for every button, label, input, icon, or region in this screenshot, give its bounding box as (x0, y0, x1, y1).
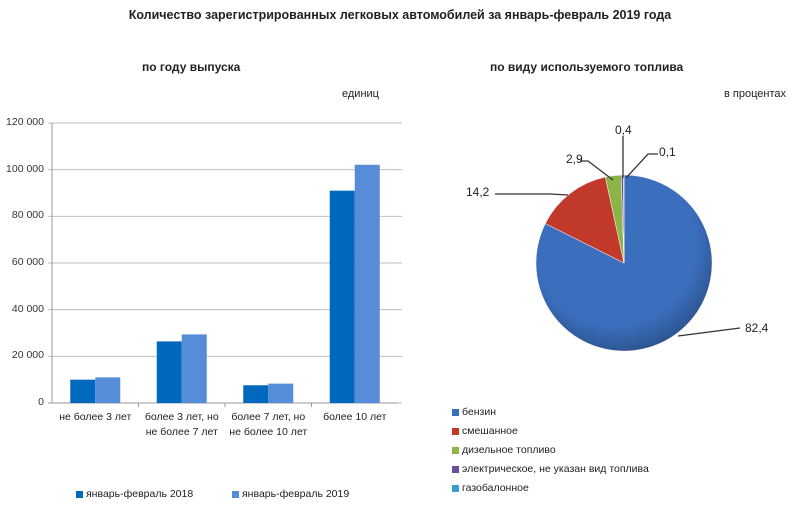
bar-chart-unit: единиц (342, 88, 379, 100)
legend-swatch (452, 446, 459, 454)
pie-chart-unit: в процентах (724, 88, 786, 100)
bar (268, 383, 294, 403)
main-title: Количество зарегистрированных легковых а… (128, 8, 672, 22)
pie-value-label: 14,2 (466, 185, 490, 199)
legend-label: январь-февраль 2018 (86, 488, 194, 500)
pie-legend-item: смешанное (452, 422, 649, 441)
legend-label: смешанное (462, 425, 518, 437)
bar (95, 377, 121, 403)
pie-legend: бензин смешанное дизельное топливо электрич… (452, 403, 649, 498)
x-tick-label: более 7 лет, но не более 10 лет (229, 411, 308, 438)
legend-label: газобалонное (462, 482, 529, 494)
pie-value-label: 82,4 (745, 321, 769, 335)
pie-legend-item: дизельное топливо (452, 441, 649, 460)
pie-legend-item: бензин (452, 403, 649, 422)
bar (243, 385, 269, 403)
pie-value-label: 0,1 (659, 145, 676, 159)
legend-label: январь-февраль 2019 (242, 488, 350, 500)
legend-swatch-2018 (76, 490, 83, 498)
y-tick-label: 40 000 (11, 302, 44, 315)
x-tick-label: не более 3 лет (59, 411, 132, 423)
pie-chart-subtitle: по виду используемого топлива (490, 60, 684, 74)
legend-label: дизельное топливо (462, 444, 556, 456)
y-tick-label: 100 000 (6, 162, 44, 175)
legend-swatch (452, 465, 459, 473)
legend-swatch-2019 (232, 490, 239, 498)
y-tick-label: 20 000 (11, 349, 44, 362)
bar (329, 190, 355, 403)
pie-value-label: 0,4 (615, 123, 632, 137)
legend-swatch (452, 408, 459, 416)
pie-value-label: 2,9 (566, 152, 583, 166)
pie-legend-item: газобалонное (452, 479, 649, 498)
y-tick-label: 0 (38, 396, 44, 408)
x-tick-label: более 3 лет, но не более 7 лет (144, 411, 219, 438)
y-tick-label: 60 000 (11, 256, 44, 268)
legend-item-2018: январь-февраль 2018 (76, 488, 193, 500)
bar (70, 379, 96, 403)
bar (156, 341, 182, 403)
pie-legend-item: электрическое, не указан вид топлива (452, 460, 649, 479)
y-tick-label: 120 000 (6, 116, 44, 128)
y-tick-label: 80 000 (11, 209, 44, 222)
bar (354, 164, 380, 403)
bar-chart-subtitle: по году выпуска (142, 60, 241, 74)
legend-label: электрическое, не указан вид топлива (462, 463, 649, 475)
legend-swatch (452, 427, 459, 435)
x-tick-label: более 10 лет (323, 411, 387, 423)
legend-swatch (452, 484, 459, 492)
bar (181, 334, 207, 403)
legend-label: бензин (462, 406, 497, 418)
legend-item-2019: январь-февраль 2019 (232, 488, 349, 500)
